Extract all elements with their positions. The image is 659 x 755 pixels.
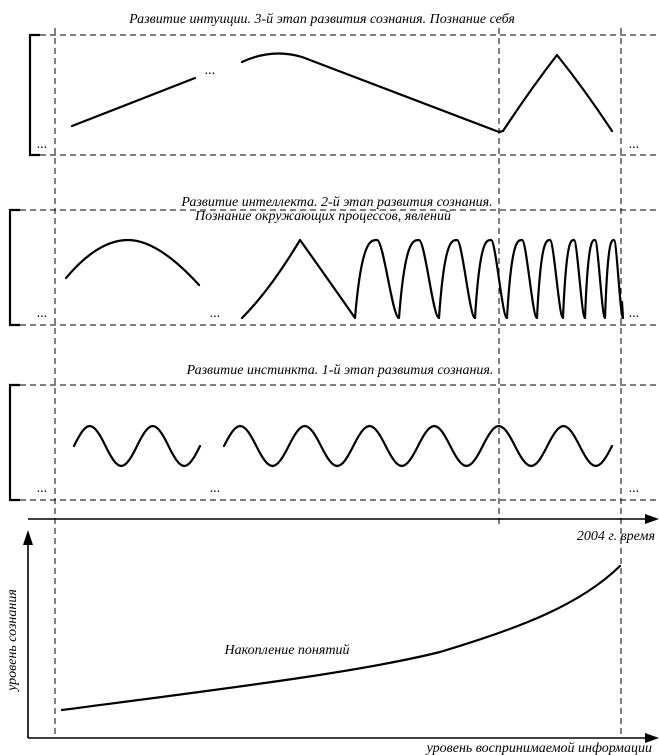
intuition-curve-main bbox=[240, 52, 614, 134]
time-axis-arrow bbox=[645, 514, 659, 524]
curve-label: Накопление понятий bbox=[223, 643, 349, 658]
panel-intellect-ellipsis-left: ... bbox=[37, 306, 48, 321]
instinct-wave-left bbox=[72, 424, 202, 468]
panel-intellect-bracket bbox=[8, 208, 20, 327]
panel-intellect-title-line2: Познание окружающих процессов, явлений bbox=[194, 209, 451, 224]
y-axis-label: уровень сознания bbox=[5, 589, 20, 693]
panel-instinct-bracket bbox=[8, 383, 20, 502]
panel-intuition-bracket bbox=[28, 33, 40, 157]
instinct-wave-right bbox=[222, 424, 614, 468]
panel-intellect: Развитие интеллекта. 2-й этап развития с… bbox=[8, 195, 659, 327]
panel-instinct-ellipsis-left: ... bbox=[37, 481, 48, 496]
y-axis-arrow bbox=[23, 530, 33, 545]
panel-intuition-ellipsis-left: ... bbox=[37, 137, 48, 152]
panel-intuition-title: Развитие интуиции. 3-й этап развития соз… bbox=[128, 12, 515, 27]
panel-intuition-ellipsis-right: ... bbox=[629, 137, 640, 152]
x-axis-arrow bbox=[645, 733, 659, 743]
panel-intuition-ellipsis-mid: ... bbox=[205, 63, 216, 78]
time-axis: 2004 г. время bbox=[28, 514, 659, 544]
concept-accumulation-curve bbox=[60, 564, 622, 712]
panel-intuition: Развитие интуиции. 3-й этап развития соз… bbox=[28, 12, 659, 157]
panel-instinct: Развитие инстинкта. 1-й этап развития со… bbox=[8, 363, 659, 502]
time-axis-label: 2004 г. время bbox=[577, 529, 655, 544]
panel-instinct-ellipsis-right: ... bbox=[629, 481, 640, 496]
panel-instinct-ellipsis-mid: ... bbox=[210, 481, 221, 496]
panel-intellect-ellipsis-right: ... bbox=[629, 306, 640, 321]
intellect-wave-right bbox=[240, 238, 625, 320]
intellect-wave-left bbox=[64, 238, 201, 287]
panel-intellect-ellipsis-mid: ... bbox=[210, 306, 221, 321]
x-axis-label: уровень воспринимаемой информации bbox=[425, 741, 652, 755]
panel-instinct-title: Развитие инстинкта. 1-й этап развития со… bbox=[186, 363, 494, 378]
lower-chart: уровень сознания уровень воспринимаемой … bbox=[5, 530, 659, 755]
panel-intellect-title-line1: Развитие интеллекта. 2-й этап развития с… bbox=[180, 195, 492, 210]
intuition-curve-rise bbox=[70, 76, 197, 128]
